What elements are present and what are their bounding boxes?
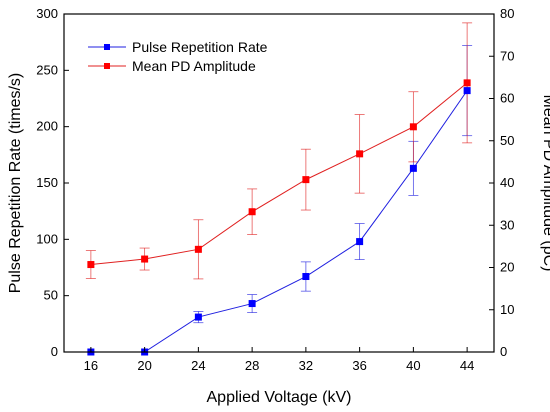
legend-marker-amplitude xyxy=(104,63,110,69)
y-left-tick-label: 50 xyxy=(44,288,58,303)
data-point-pulse-repetition-rate xyxy=(356,238,364,246)
x-tick-label: 36 xyxy=(352,358,366,373)
y-right-tick-label: 60 xyxy=(500,91,514,106)
series-markers xyxy=(87,79,471,356)
y-axis-right-title: Mean PD Amplitude (pC) xyxy=(540,95,550,272)
x-tick-label: 40 xyxy=(406,358,420,373)
data-point-pulse-repetition-rate xyxy=(409,164,417,172)
legend-marker-pulse xyxy=(104,44,110,50)
y-left-tick-label: 0 xyxy=(51,344,58,359)
series-line-pulse-repetition-rate xyxy=(90,90,468,353)
x-tick-label: 32 xyxy=(299,358,313,373)
data-point-mean-pd-amplitude xyxy=(302,176,310,184)
y-left-tick-label: 100 xyxy=(36,231,58,246)
y-right-tick-label: 30 xyxy=(500,217,514,232)
legend-item-pulse-repetition-rate: Pulse Repetition Rate xyxy=(88,39,268,55)
axis-ticks: 16 20 24 28 32 36 40 44 0 50 100 150 200 250 300 0 10 20 3… xyxy=(36,6,514,373)
data-point-mean-pd-amplitude xyxy=(141,255,149,263)
x-tick-label: 44 xyxy=(460,358,474,373)
data-point-mean-pd-amplitude xyxy=(87,261,95,269)
y-right-tick-label: 80 xyxy=(500,6,514,21)
y-left-tick-label: 150 xyxy=(36,175,58,190)
data-point-mean-pd-amplitude xyxy=(194,245,202,253)
x-tick-label: 28 xyxy=(245,358,259,373)
y-right-tick-label: 20 xyxy=(500,260,514,275)
y-right-tick-label: 10 xyxy=(500,302,514,317)
y-left-tick-label: 200 xyxy=(36,119,58,134)
data-point-pulse-repetition-rate xyxy=(463,87,471,95)
data-point-mean-pd-amplitude xyxy=(356,150,364,158)
x-axis-title: Applied Voltage (kV) xyxy=(207,389,352,406)
y-right-tick-label: 40 xyxy=(500,175,514,190)
data-point-pulse-repetition-rate xyxy=(248,300,256,308)
plot-frame xyxy=(63,13,495,353)
legend-label-amplitude: Mean PD Amplitude xyxy=(132,58,256,74)
series-lines xyxy=(90,82,468,353)
data-point-mean-pd-amplitude xyxy=(463,79,471,87)
y-axis-left-title: Pulse Repetition Rate (times/s) xyxy=(7,73,24,294)
data-point-pulse-repetition-rate xyxy=(302,273,310,281)
legend-item-mean-pd-amplitude: Mean PD Amplitude xyxy=(88,58,256,74)
data-point-mean-pd-amplitude xyxy=(409,123,417,131)
series-line-mean-pd-amplitude xyxy=(90,82,468,266)
x-tick-label: 20 xyxy=(137,358,151,373)
legend: Pulse Repetition Rate Mean PD Amplitude xyxy=(88,39,268,74)
x-tick-label: 24 xyxy=(191,358,205,373)
y-right-tick-label: 70 xyxy=(500,48,514,63)
y-right-tick-label: 50 xyxy=(500,133,514,148)
y-left-tick-label: 300 xyxy=(36,6,58,21)
data-point-mean-pd-amplitude xyxy=(248,208,256,216)
legend-label-pulse: Pulse Repetition Rate xyxy=(132,39,268,55)
data-point-pulse-repetition-rate xyxy=(194,313,202,321)
x-tick-label: 16 xyxy=(84,358,98,373)
y-left-tick-label: 250 xyxy=(36,62,58,77)
y-right-tick-label: 0 xyxy=(500,344,507,359)
